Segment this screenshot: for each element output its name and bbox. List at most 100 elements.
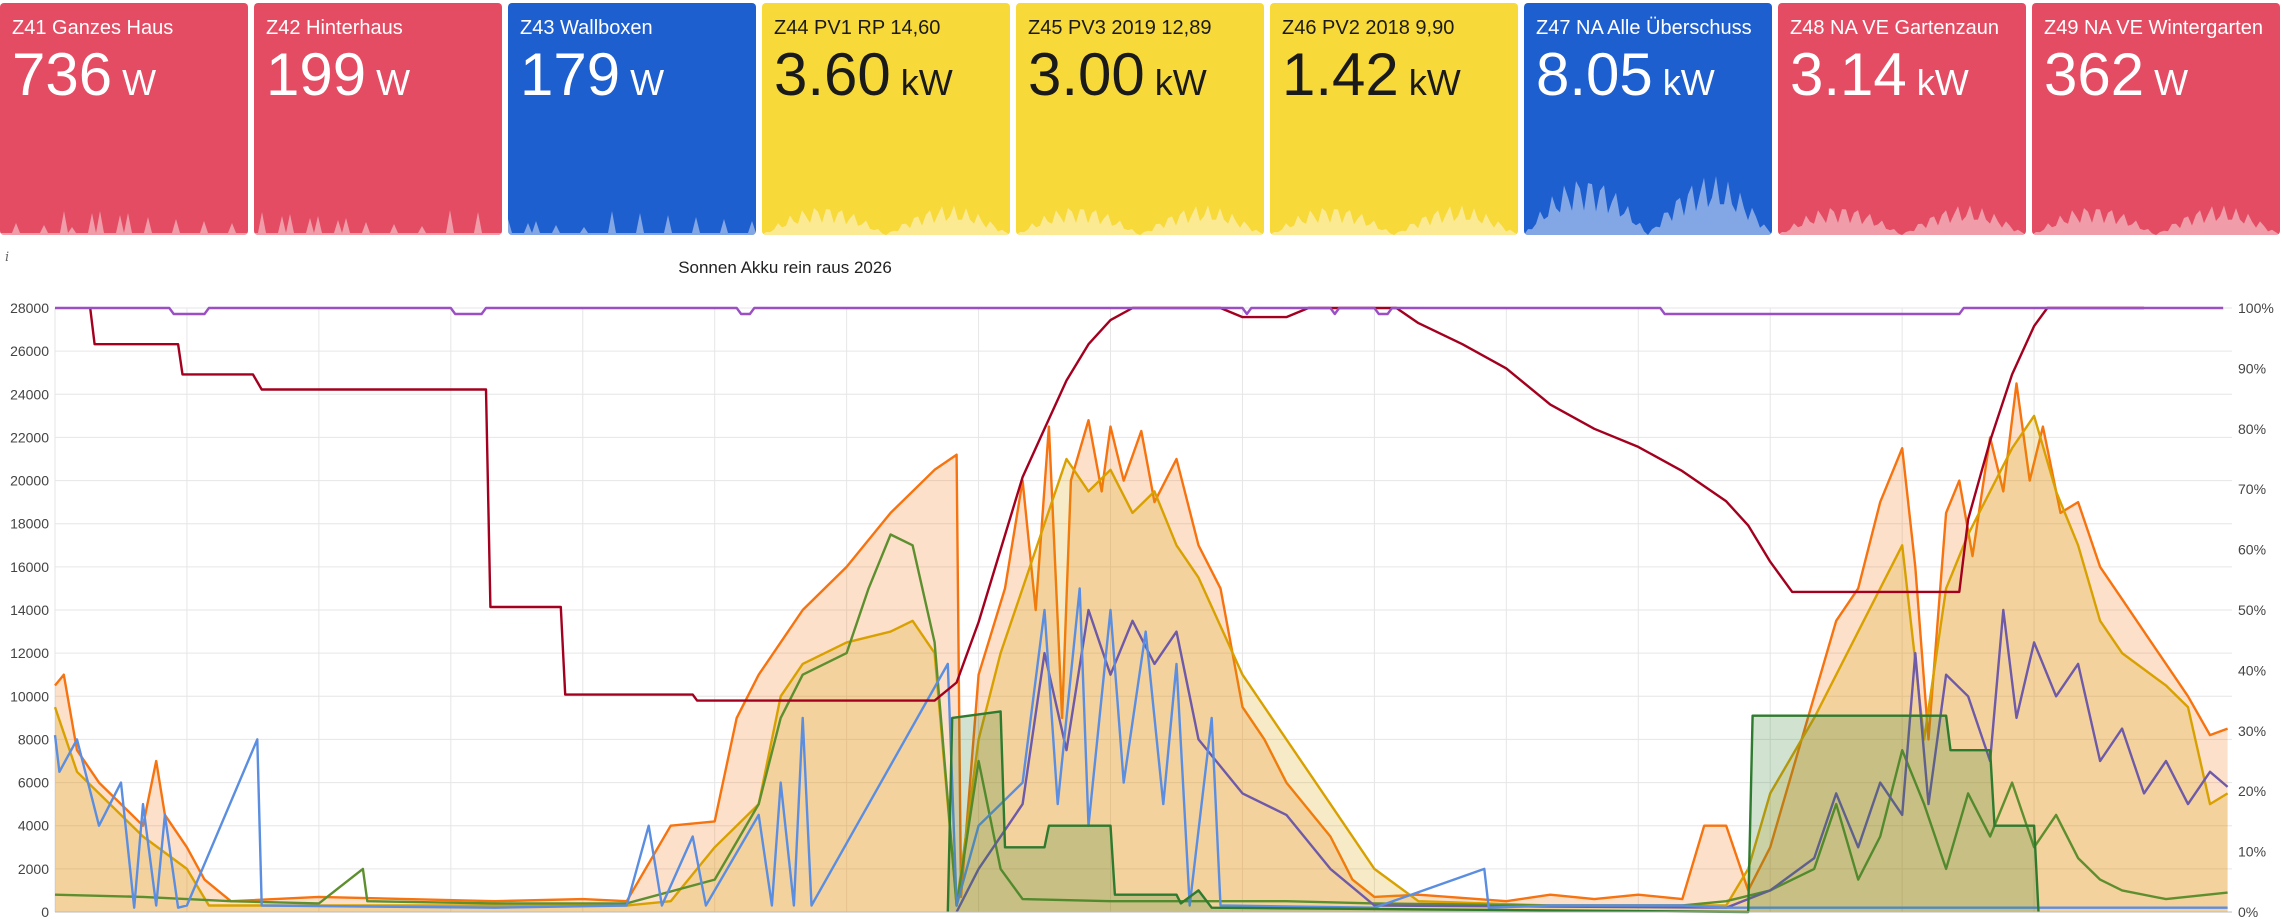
x-tick-label: 05/23 03:00 <box>414 919 488 921</box>
tile-9[interactable]: Z49 NA VE Wintergarten 362 W <box>2032 3 2280 235</box>
tile-unit: kW <box>900 62 953 103</box>
y2-tick-label: 40% <box>2238 662 2266 678</box>
tile-sparkline <box>762 205 1010 235</box>
x-tick-label: 05/22 21:00 <box>150 919 224 921</box>
tile-sparkline <box>508 211 756 235</box>
tile-1[interactable]: Z41 Ganzes Haus 736 W <box>0 3 248 235</box>
tile-unit: W <box>2154 62 2189 103</box>
tile-sparkline-area <box>1778 205 2026 235</box>
y2-tick-label: 50% <box>2238 602 2266 618</box>
tile-value: 1.42 kW <box>1282 45 1461 105</box>
panel-title: Sonnen Akku rein raus 2026 <box>678 258 892 277</box>
tile-number: 362 <box>2044 41 2145 108</box>
series-darkgreen-area <box>947 711 2039 912</box>
y2-tick-label: 70% <box>2238 481 2266 497</box>
series-darkgreen-line <box>946 710 2040 914</box>
series-blue-line <box>53 587 2228 909</box>
tile-3[interactable]: Z43 Wallboxen 179 W <box>508 3 756 235</box>
tile-unit: kW <box>1154 62 1207 103</box>
x-tick-label: 05/23 00:00 <box>282 919 356 921</box>
tile-title: Z43 Wallboxen <box>520 17 653 39</box>
tile-unit: kW <box>1916 62 1969 103</box>
tile-unit: W <box>122 62 157 103</box>
tile-title: Z44 PV1 RP 14,60 <box>774 17 941 39</box>
tile-sparkline <box>2032 205 2280 235</box>
y-tick-label: 20000 <box>10 473 49 489</box>
y2-tick-label: 100% <box>2238 300 2274 316</box>
tile-number: 199 <box>266 41 367 108</box>
y2-tick-label: 30% <box>2238 723 2266 739</box>
y2-tick-label: 20% <box>2238 783 2266 799</box>
chart-grid <box>54 307 2232 913</box>
tile-value: 736 W <box>12 45 156 105</box>
tile-value: 8.05 kW <box>1536 45 1715 105</box>
tile-unit: W <box>630 62 665 103</box>
chart-panel: i Sonnen Akku rein raus 2026 0 2000 4000 60… <box>0 246 2282 921</box>
y-tick-label: 18000 <box>10 516 49 532</box>
y-tick-label: 26000 <box>10 343 49 359</box>
y-tick-label: 22000 <box>10 429 49 445</box>
x-tick-label: 05/23 12:00 <box>810 919 884 921</box>
series-purple-line <box>955 608 2229 913</box>
y-tick-label: 14000 <box>10 602 49 618</box>
tile-value: 3.60 kW <box>774 45 953 105</box>
x-tick-label: 05/24 06:00 <box>1601 919 1675 921</box>
x-tick-label: 05/23 18:00 <box>1074 919 1148 921</box>
tile-4[interactable]: Z44 PV1 RP 14,60 3.60 kW <box>762 3 1010 235</box>
tile-title: Z46 PV2 2018 9,90 <box>1282 17 1455 39</box>
y2-tick-label: 60% <box>2238 542 2266 558</box>
tile-sparkline <box>0 211 248 235</box>
tile-number: 3.14 <box>1790 41 1907 108</box>
y-tick-label: 28000 <box>10 300 49 316</box>
tile-value: 3.00 kW <box>1028 45 1207 105</box>
tile-number: 1.42 <box>1282 41 1399 108</box>
tile-value: 179 W <box>520 45 664 105</box>
y-tick-label: 4000 <box>18 818 49 834</box>
tile-sparkline-area <box>508 211 756 235</box>
y2-tick-label: 10% <box>2238 844 2266 860</box>
tile-6[interactable]: Z46 PV2 2018 9,90 1.42 kW <box>1270 3 1518 235</box>
tile-sparkline-area <box>0 211 248 235</box>
tile-8[interactable]: Z48 NA VE Gartenzaun 3.14 kW <box>1778 3 2026 235</box>
tile-number: 179 <box>520 41 621 108</box>
y-tick-label: 6000 <box>18 775 49 791</box>
y-tick-label: 8000 <box>18 731 49 747</box>
x-tick-label: 05/23 06:00 <box>546 919 620 921</box>
series-gold-line <box>53 414 2229 907</box>
x-tick-label: 05/24 09:00 <box>1733 919 1807 921</box>
tile-sparkline-area <box>2032 205 2280 235</box>
tile-number: 3.00 <box>1028 41 1145 108</box>
tile-title: Z41 Ganzes Haus <box>12 17 174 39</box>
x-tick-label: 05/24 03:00 <box>1469 919 1543 921</box>
tile-sparkline <box>1524 176 1772 235</box>
tile-value: 3.14 kW <box>1790 45 1969 105</box>
tile-sparkline <box>1778 205 2026 235</box>
tile-number: 8.05 <box>1536 41 1653 108</box>
tile-value: 199 W <box>266 45 410 105</box>
x-tick-label: 05/23 21:00 <box>1205 919 1279 921</box>
tile-sparkline-area <box>1524 176 1772 235</box>
tile-sparkline-area <box>1270 205 1518 235</box>
tile-sparkline <box>1016 205 1264 235</box>
y2-tick-label: 0% <box>2238 904 2258 920</box>
chart-axes: 0 2000 4000 6000 8000 10000 12000 14000 16000 180… <box>10 300 2274 921</box>
y2-tick-label: 90% <box>2238 360 2266 376</box>
y-tick-label: 12000 <box>10 645 49 661</box>
tile-title: Z47 NA Alle Überschuss <box>1536 17 1752 39</box>
info-icon[interactable]: i <box>5 250 10 265</box>
series-green-line <box>54 533 2228 907</box>
tile-title: Z42 Hinterhaus <box>266 17 403 39</box>
x-tick-label: 05/24 00:00 <box>1337 919 1411 921</box>
tile-sparkline-area <box>762 205 1010 235</box>
tile-7[interactable]: Z47 NA Alle Überschuss 8.05 kW <box>1524 3 1772 235</box>
tiles-row: Z41 Ganzes Haus 736 W Z42 Hinterhaus 199 W Z43… <box>0 0 2282 238</box>
tile-sparkline-area <box>254 210 502 235</box>
y2-tick-label: 80% <box>2238 421 2266 437</box>
x-tick-label: 05/23 15:00 <box>942 919 1016 921</box>
tile-2[interactable]: Z42 Hinterhaus 199 W <box>254 3 502 235</box>
chart[interactable]: 0 2000 4000 6000 8000 10000 12000 14000 16000 180… <box>0 276 2282 921</box>
tile-5[interactable]: Z45 PV3 2019 12,89 3.00 kW <box>1016 3 1264 235</box>
tile-title: Z45 PV3 2019 12,89 <box>1028 17 1212 39</box>
y-tick-label: 10000 <box>10 688 49 704</box>
tile-unit: kW <box>1408 62 1461 103</box>
